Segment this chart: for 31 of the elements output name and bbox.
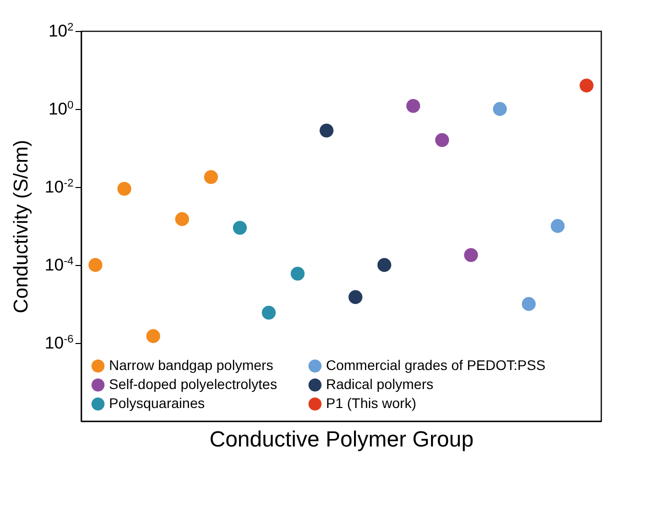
point [116,181,132,196]
y-tick-label: 10$^{2}$ [48,22,74,40]
point [232,220,248,236]
y-tick-label: 10$^{-4}$ [44,256,74,274]
point [146,328,161,344]
y-tick-label: 10$^{-6}$ [44,334,74,352]
point [550,218,566,234]
point [174,212,190,227]
point [434,132,450,148]
point [203,170,219,185]
x-axis-title: Conductive Polymer Group [209,426,474,452]
point [348,290,363,305]
legend-label: Narrow bandgap polymers [109,357,274,373]
point [290,266,306,282]
point [492,101,508,117]
y-tick-label: 10$^{0}$ [48,100,74,118]
y-axis-title: Conductivity (S/cm) [10,140,32,314]
point [88,257,103,273]
point [376,257,392,273]
legend-label: Radical polymers [326,376,434,392]
point [579,78,594,94]
point [319,123,334,138]
legend-label: P1 (This work) [326,395,416,411]
y-tick-label: 10$^{-2}$ [44,178,74,196]
point [406,98,421,114]
point [261,305,276,320]
legend-label: Self-doped polyelectrolytes [109,376,278,392]
legend-label: Commercial grades of PEDOT:PSS [326,357,546,373]
point [521,296,536,312]
legend-label: Polysquaraines [109,395,205,411]
point [463,248,479,263]
